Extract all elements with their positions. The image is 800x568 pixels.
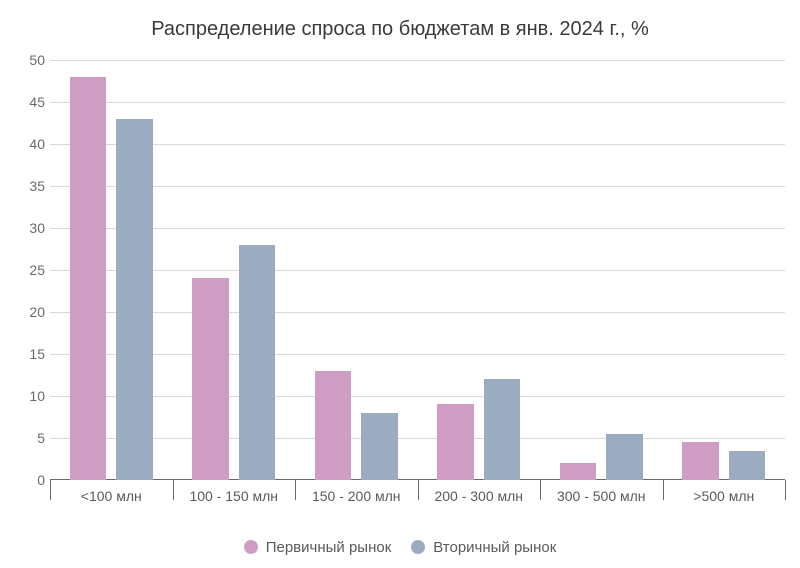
y-tick-label: 25 [10,262,45,278]
bar [484,379,521,480]
x-tick-label: <100 млн [50,488,173,504]
x-tick-label: >500 млн [663,488,786,504]
bar [437,404,474,480]
bar [682,442,719,480]
category-group: 200 - 300 млн [418,60,541,480]
bar [192,278,229,480]
legend-swatch [411,540,425,554]
y-tick-label: 20 [10,304,45,320]
bar [239,245,276,480]
y-tick-label: 50 [10,52,45,68]
bar [315,371,352,480]
bar [729,451,766,480]
category-group: 300 - 500 млн [540,60,663,480]
chart-title: Распределение спроса по бюджетам в янв. … [0,0,800,47]
legend-item: Вторичный рынок [411,539,556,556]
y-tick-label: 15 [10,346,45,362]
chart-container: Распределение спроса по бюджетам в янв. … [0,0,800,568]
bar [560,463,597,480]
y-tick-label: 10 [10,388,45,404]
y-tick-label: 40 [10,136,45,152]
category-group: 100 - 150 млн [173,60,296,480]
legend-label: Вторичный рынок [433,539,556,556]
x-tick-label: 200 - 300 млн [418,488,541,504]
x-tick-label: 100 - 150 млн [173,488,296,504]
y-tick-label: 35 [10,178,45,194]
bar [606,434,643,480]
y-tick-label: 30 [10,220,45,236]
legend: Первичный рынок Вторичный рынок [0,539,800,559]
x-tick-label: 150 - 200 млн [295,488,418,504]
y-tick-label: 0 [10,472,45,488]
category-group: 150 - 200 млн [295,60,418,480]
category-group: >500 млн [663,60,786,480]
bar [116,119,153,480]
category-group: <100 млн [50,60,173,480]
bar [361,413,398,480]
legend-swatch [244,540,258,554]
x-tick-label: 300 - 500 млн [540,488,663,504]
x-tick [785,480,786,500]
bar [70,77,107,480]
legend-label: Первичный рынок [266,539,392,556]
y-tick-label: 45 [10,94,45,110]
y-tick-label: 5 [10,430,45,446]
legend-item: Первичный рынок [244,539,392,556]
plot-area: 05101520253035404550<100 млн100 - 150 мл… [50,60,785,480]
